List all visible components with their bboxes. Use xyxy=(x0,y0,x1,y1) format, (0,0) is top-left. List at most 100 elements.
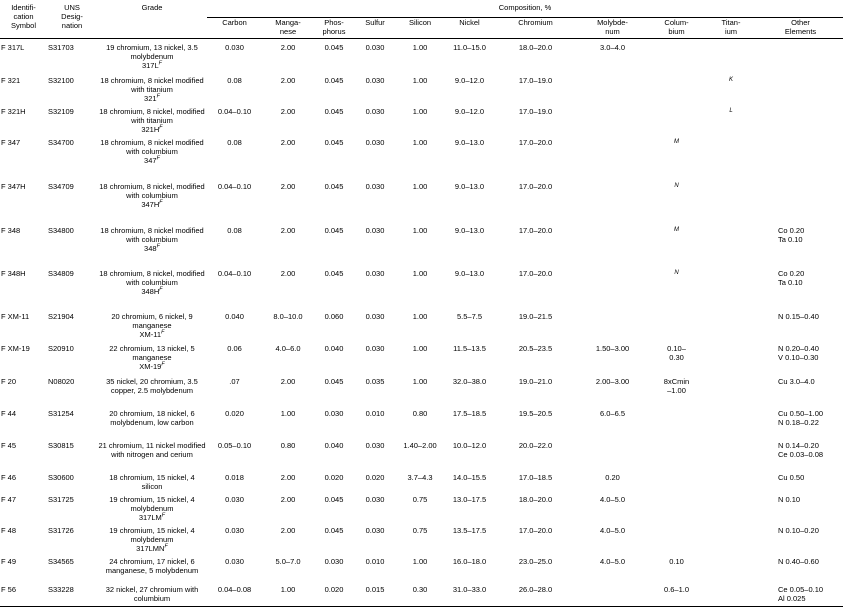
cell-grade: 20 chromium, 18 nickel, 6 molybdenum, lo… xyxy=(97,405,207,437)
cell-other-elements xyxy=(758,72,843,103)
cell-grade: 18 chromium, 8 nickel, modified with col… xyxy=(97,265,207,308)
cell-titanium xyxy=(704,469,758,491)
cell-carbon: 0.08 xyxy=(227,137,242,147)
header-id-symbol: Identifi- cation Symbol xyxy=(0,0,47,39)
cell-sulfur: 0.030 xyxy=(365,137,385,147)
grade-tag: 321HF xyxy=(98,124,206,133)
cell-columbium: 8xCmin –1.00 xyxy=(663,376,690,395)
cell-other-elements: Cu 0.50 xyxy=(778,472,805,482)
cell-titanium xyxy=(704,522,758,553)
grade-description: 21 chromium, 11 nickel modified with nit… xyxy=(98,440,206,459)
cell-molybdenum xyxy=(576,134,649,178)
footnote-marker: F xyxy=(161,329,165,335)
grade-tag: 348F xyxy=(98,243,206,252)
table-row: F 44 S31254 20 chromium, 18 nickel, 6 moly… xyxy=(0,405,843,437)
cell-id-symbol: F 48 xyxy=(1,525,17,535)
grade-tag-label: 347 xyxy=(144,155,157,165)
cell-carbon: 0.018 xyxy=(225,472,244,482)
cell-chromium: 19.0–21.0 xyxy=(518,376,553,386)
table-row: F 347H S34709 18 chromium, 8 nickel, modif… xyxy=(0,178,843,222)
cell-uns: S20910 xyxy=(48,343,74,353)
cell-manganese: 1.00 xyxy=(280,408,296,418)
footnote-marker: F xyxy=(156,155,160,161)
cell-titanium xyxy=(704,178,758,222)
footnote-marker: F xyxy=(156,243,160,249)
table-row: F 56 S33228 32 nickel, 27 chromium with co… xyxy=(0,580,843,607)
grade-description: 24 chromium, 17 nickel, 6 manganese, 5 m… xyxy=(105,556,199,575)
table-row: F 348H S34809 18 chromium, 8 nickel, modif… xyxy=(0,265,843,308)
footnote-marker: F xyxy=(161,361,165,367)
cell-id-symbol: F 348 xyxy=(1,225,21,235)
cell-columbium xyxy=(649,72,704,103)
cell-carbon: 0.04–0.10 xyxy=(217,181,252,191)
cell-silicon: 0.75 xyxy=(412,494,428,504)
cell-grade: 21 chromium, 11 nickel modified with nit… xyxy=(97,437,207,469)
cell-uns: N08020 xyxy=(48,376,75,386)
grade-description: 20 chromium, 6 nickel, 9 manganese xyxy=(111,311,193,330)
cell-id-symbol: F 321 xyxy=(1,75,21,85)
cell-sulfur: 0.030 xyxy=(365,106,385,116)
header-titanium: Titan- ium xyxy=(704,17,758,39)
cell-id-symbol: F 348H xyxy=(1,268,26,278)
cell-phosphorus: 0.045 xyxy=(324,106,344,116)
footnote-marker: F xyxy=(161,512,166,518)
cell-carbon: 0.030 xyxy=(225,494,244,504)
cell-silicon: 1.00 xyxy=(412,75,428,85)
cell-silicon: 1.00 xyxy=(412,181,428,191)
cell-molybdenum: 4.0–5.0 xyxy=(599,494,626,504)
grade-tag-label: 317L xyxy=(141,61,159,70)
cell-molybdenum xyxy=(576,308,649,340)
cell-uns: S32100 xyxy=(48,75,74,85)
table-row: F 49 S34565 24 chromium, 17 nickel, 6 mang… xyxy=(0,553,843,581)
cell-other-elements: Ce 0.05–0.10 Al 0.025 xyxy=(758,580,843,607)
cell-sulfur: 0.015 xyxy=(354,580,396,607)
table-row: F 348 S34800 18 chromium, 8 nickel modifie… xyxy=(0,222,843,265)
cell-grade: 19 chromium, 15 nickel, 4 molybdenum 317L… xyxy=(97,522,207,553)
grade-description: 18 chromium, 8 nickel modified with tita… xyxy=(100,75,204,94)
cell-chromium: 17.0–20.0 xyxy=(518,225,553,235)
cell-phosphorus: 0.045 xyxy=(324,494,344,504)
cell-titanium xyxy=(704,553,758,581)
cell-columbium xyxy=(649,103,704,134)
cell-uns: S31725 xyxy=(48,494,74,504)
cell-columbium: 0.10– 0.30 xyxy=(667,343,686,362)
header-sulfur: Sulfur xyxy=(354,17,396,39)
cell-phosphorus: 0.060 xyxy=(324,311,344,321)
cell-nickel: 16.0–18.0 xyxy=(452,556,487,566)
table-row: F 47 S31725 19 chromium, 15 nickel, 4 moly… xyxy=(0,491,843,522)
cell-grade: 19 chromium, 15 nickel, 4 molybdenum 317L… xyxy=(97,491,207,522)
cell-phosphorus: 0.040 xyxy=(324,343,344,353)
cell-grade: 18 chromium, 8 nickel modified with colu… xyxy=(97,222,207,265)
cell-phosphorus: 0.045 xyxy=(324,225,344,235)
table-row: F 46 S30600 18 chromium, 15 nickel, 4 sili… xyxy=(0,469,843,491)
cell-other-elements: N 0.40–0.60 xyxy=(778,556,819,566)
grade-description: 18 chromium, 8 nickel, modified with tit… xyxy=(99,106,205,125)
cell-titanium xyxy=(704,134,758,178)
grade-description: 19 chromium, 13 nickel, 3.5 molybdenum xyxy=(106,43,198,61)
cell-other-elements: Cu 3.0–4.0 xyxy=(778,376,815,386)
cell-id-symbol: F 347H xyxy=(1,181,26,191)
cell-other-elements: N 0.14–0.20 Ce 0.03–0.08 xyxy=(778,440,824,459)
cell-sulfur: 0.030 xyxy=(365,181,385,191)
cell-chromium: 18.0–20.0 xyxy=(518,43,553,52)
cell-molybdenum xyxy=(576,437,649,469)
cell-manganese: 2.00 xyxy=(280,225,296,235)
cell-nickel: 9.0–12.0 xyxy=(454,75,485,85)
cell-columbium xyxy=(649,39,704,72)
cell-sulfur: 0.020 xyxy=(365,472,385,482)
cell-silicon: 1.00 xyxy=(412,137,428,147)
cell-titanium xyxy=(704,265,758,308)
cell-manganese: 5.0–7.0 xyxy=(275,556,301,566)
cell-sulfur: 0.030 xyxy=(365,75,385,85)
cell-grade: 18 chromium, 8 nickel, modified with tit… xyxy=(97,103,207,134)
cell-uns: S30600 xyxy=(48,472,74,482)
cell-nickel: 13.0–17.5 xyxy=(452,494,487,504)
cell-other-elements xyxy=(758,178,843,222)
cell-phosphorus: 0.045 xyxy=(324,43,344,52)
cell-manganese: 2.00 xyxy=(280,268,296,278)
cell-silicon: 1.40–2.00 xyxy=(403,440,437,450)
cell-silicon: 1.00 xyxy=(412,268,428,278)
cell-molybdenum: 4.0–5.0 xyxy=(599,525,626,535)
cell-nickel: 14.0–15.5 xyxy=(452,472,487,482)
cell-molybdenum xyxy=(576,222,649,265)
